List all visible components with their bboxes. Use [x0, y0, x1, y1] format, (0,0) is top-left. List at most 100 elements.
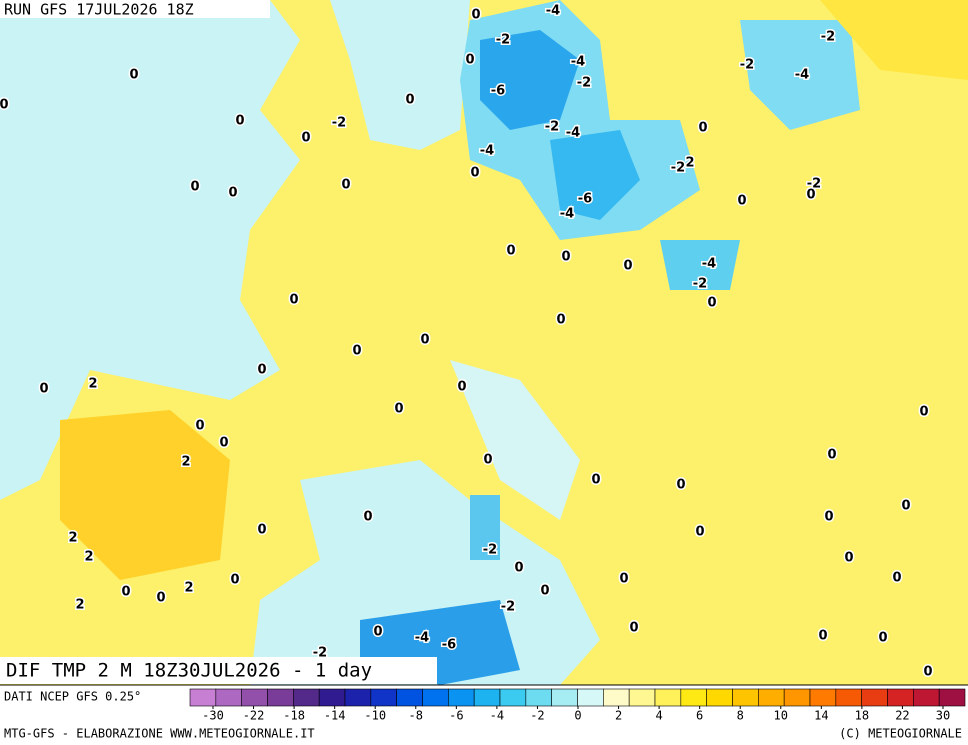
contour-label: -4	[480, 144, 494, 159]
contour-label: 0	[901, 499, 910, 514]
contour-label: -2	[671, 161, 685, 176]
colorbar-swatch	[215, 688, 242, 707]
contour-label: 0	[514, 561, 523, 576]
contour-label: 0	[235, 114, 244, 129]
contour-label: 0	[923, 665, 932, 680]
contour-label: 2	[184, 581, 193, 596]
contour-label: -2	[740, 58, 754, 73]
colorbar-swatch	[396, 688, 423, 707]
contour-label: -2	[821, 30, 835, 45]
colorbar-tick-label: -14	[324, 709, 346, 723]
med-field	[250, 460, 600, 685]
contour-label: -4	[571, 55, 585, 70]
colorbar-tick-label: 18	[855, 709, 869, 723]
colorbar-tick-label: -18	[283, 709, 305, 723]
colorbar-swatch	[680, 688, 707, 707]
contour-label: 0	[228, 186, 237, 201]
contour-label: 2	[685, 156, 694, 171]
contour-label: 0	[405, 93, 414, 108]
contour-label: -2	[483, 543, 497, 558]
contour-label: 0	[827, 448, 836, 463]
colorbar-tick-label: -10	[364, 709, 386, 723]
colorbar-swatch	[473, 688, 501, 707]
contour-label: -6	[491, 84, 505, 99]
colorbar-swatch	[887, 688, 914, 707]
contour-label: 0	[556, 313, 565, 328]
contour-label: -4	[415, 631, 429, 646]
cold-core-central	[550, 130, 640, 220]
contour-label: 0	[483, 453, 492, 468]
contour-label: 0	[676, 478, 685, 493]
contour-label: 0	[471, 8, 480, 23]
colorbar-swatch	[758, 688, 785, 707]
contour-label: 0	[39, 382, 48, 397]
colorbar-tick-label: 30	[936, 709, 950, 723]
colorbar-swatch	[422, 688, 449, 707]
contour-label: 0	[129, 68, 138, 83]
colorbar-tick-label: 0	[574, 709, 581, 723]
colorbar-swatch	[293, 688, 320, 707]
colorbar-tick-label: -2	[530, 709, 544, 723]
contour-label: 0	[878, 631, 887, 646]
contour-label: -2	[496, 33, 510, 48]
contour-label: 0	[623, 259, 632, 274]
contour-label: 0	[698, 121, 707, 136]
warm-northeast	[820, 0, 968, 80]
copyright-label: (C) METEOGIORNALE	[839, 727, 962, 741]
cold-core-baltic	[480, 30, 580, 130]
colorbar-tick-label: 6	[696, 709, 703, 723]
colorbar-tick-label: 2	[615, 709, 622, 723]
colorbar-swatch	[654, 688, 682, 707]
contour-label: 0	[195, 419, 204, 434]
contour-label: 0	[540, 584, 549, 599]
contour-label: 0	[457, 380, 466, 395]
colorbar-swatch	[732, 688, 759, 707]
contour-label: 0	[341, 178, 350, 193]
contour-label: 0	[289, 293, 298, 308]
contour-label: 0	[219, 436, 228, 451]
contour-label: 0	[806, 188, 815, 203]
contour-label: -2	[545, 120, 559, 135]
contour-label: 0	[818, 629, 827, 644]
colorbar-tick-label: -30	[202, 709, 224, 723]
colorbar-swatch	[603, 688, 630, 707]
contour-label: 0	[737, 194, 746, 209]
contour-label: -4	[566, 126, 580, 141]
colorbar-swatch	[809, 688, 837, 707]
contour-label: 2	[75, 598, 84, 613]
contour-label: 0	[629, 621, 638, 636]
contour-label: 0	[394, 402, 403, 417]
map: 0 -4-2-400-6-200 -20-2 -4-40-2 200 00-6-4-200…	[0, 0, 968, 685]
contour-label: -4	[560, 207, 574, 222]
contour-label: -4	[795, 68, 809, 83]
colorbar-tick-label: -8	[409, 709, 423, 723]
contour-label: 0	[707, 296, 716, 311]
contour-label: 0	[373, 625, 382, 640]
colorbar-tick-label: 4	[655, 709, 662, 723]
colorbar-tick-label: -4	[490, 709, 504, 723]
map-title: DIF TMP 2 M 18Z30JUL2026 - 1 day	[6, 660, 372, 682]
tyrrhenian-field	[450, 360, 580, 520]
colorbar-swatch	[370, 688, 397, 707]
source-label: DATI NCEP GFS 0.25°	[4, 690, 141, 704]
contour-label: 2	[68, 531, 77, 546]
cool-hungary	[660, 240, 740, 290]
title-box	[0, 657, 437, 684]
colorbar-swatch	[344, 688, 372, 707]
contour-label: 0	[506, 244, 515, 259]
contour-label: -2	[577, 76, 591, 91]
contour-label: 0	[465, 53, 474, 68]
colorbar-swatch	[267, 688, 294, 707]
colorbar-swatch	[241, 688, 268, 707]
contour-label: 0	[230, 573, 239, 588]
contour-label: 0	[156, 591, 165, 606]
run-label: RUN GFS 17JUL2026 18Z	[4, 1, 194, 19]
colorbar-tick-label: 22	[895, 709, 909, 723]
colorbar-swatch	[938, 688, 966, 707]
contour-label: 0	[257, 363, 266, 378]
contour-label: 0	[257, 523, 266, 538]
north-sea-field	[330, 0, 470, 150]
cool-sardinia	[470, 495, 500, 560]
colorbar-tick-label: -22	[243, 709, 265, 723]
colorbar-swatch	[861, 688, 888, 707]
